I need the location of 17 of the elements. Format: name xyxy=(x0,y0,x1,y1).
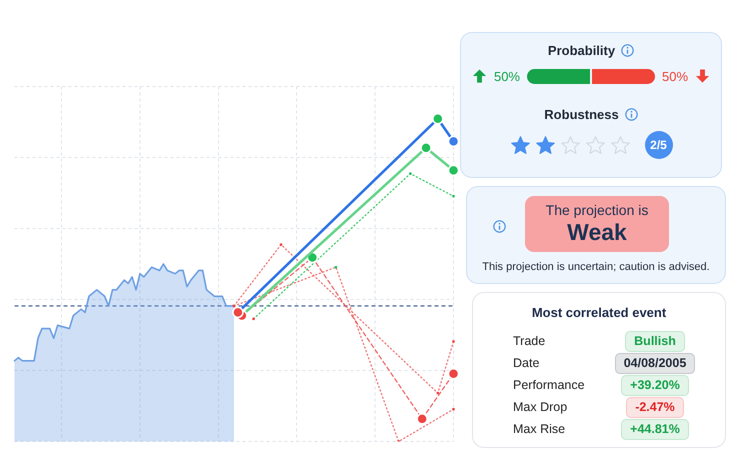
data-label: 50% xyxy=(662,68,688,84)
chart-title: Robustness xyxy=(544,107,619,122)
text: -2.47% xyxy=(635,400,675,414)
chart-title: Most correlated event xyxy=(532,305,666,320)
category-label: Date xyxy=(513,356,540,370)
category-label: Max Rise xyxy=(513,422,566,436)
category-label: Trade xyxy=(513,334,546,348)
card: The projection is Weak This projection is uncertain; caution is advised. xyxy=(466,186,726,284)
data-label: 50% xyxy=(494,68,520,84)
text: Bullish xyxy=(634,334,676,348)
category-label: Max Drop xyxy=(513,400,568,414)
text: 04/08/2005 xyxy=(624,356,686,370)
category-label: Performance xyxy=(513,378,585,392)
text: +39.20% xyxy=(630,378,680,392)
text: +44.81% xyxy=(630,422,680,436)
chart-title: Probability xyxy=(548,43,616,58)
data-label: 2/5 xyxy=(650,138,667,152)
